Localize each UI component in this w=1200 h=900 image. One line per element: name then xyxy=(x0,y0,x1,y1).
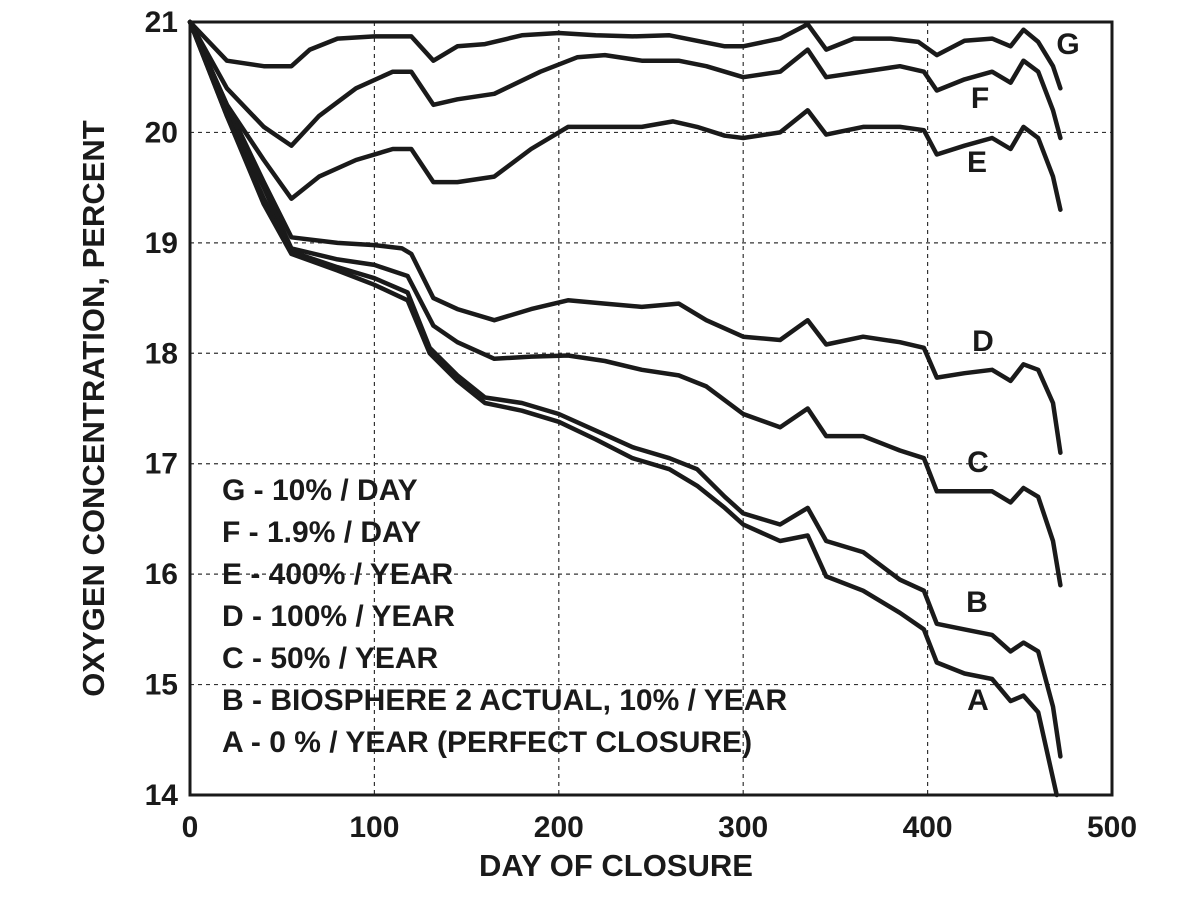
x-tick-label: 500 xyxy=(1087,811,1137,844)
y-axis-title: OXYGEN CONCENTRATION, PERCENT xyxy=(76,120,111,696)
series-line-g xyxy=(187,19,1063,91)
series-label-b: B xyxy=(966,586,988,619)
series-label-g: G xyxy=(1056,28,1079,61)
legend-entry: F - 1.9% / DAY xyxy=(222,516,421,549)
series-line-b xyxy=(187,19,1063,759)
legend-entry: D - 100% / YEAR xyxy=(222,600,455,633)
series-label-d: D xyxy=(972,325,994,358)
x-axis-title: DAY OF CLOSURE xyxy=(479,848,753,883)
series-label-c: C xyxy=(967,446,989,479)
x-tick-label: 100 xyxy=(349,811,399,844)
y-tick-label: 17 xyxy=(145,448,178,481)
series-label-a: A xyxy=(967,684,989,717)
legend-entry: G - 10% / DAY xyxy=(222,474,418,507)
x-tick-label: 0 xyxy=(182,811,199,844)
series-end-labels: G FE D C B A xyxy=(966,28,1080,717)
series-line-c xyxy=(187,19,1063,588)
legend: G - 10% / DAY F - 1.9% / DAY E - 400% / YE… xyxy=(222,474,787,759)
series-label-f: F xyxy=(971,82,989,115)
x-tick-label: 200 xyxy=(534,811,584,844)
y-tick-label: 18 xyxy=(145,337,178,370)
y-tick-labels: 14 15 16 17 18 19 20 21 xyxy=(145,6,179,812)
series-line-a xyxy=(187,19,1059,798)
y-tick-label: 14 xyxy=(145,779,179,812)
grid-lines xyxy=(190,22,1112,795)
plot-frame xyxy=(188,20,1114,797)
legend-entry: A - 0 % / YEAR (PERFECT CLOSURE) xyxy=(222,726,752,759)
series-line-e xyxy=(187,19,1063,212)
x-tick-label: 400 xyxy=(903,811,953,844)
y-tick-label: 16 xyxy=(145,558,178,591)
series-line-d xyxy=(187,19,1063,455)
legend-entry: C - 50% / YEAR xyxy=(222,642,439,675)
y-tick-label: 15 xyxy=(145,669,178,702)
y-tick-label: 21 xyxy=(145,6,178,39)
legend-entry: E - 400% / YEAR xyxy=(222,558,454,591)
y-tick-label: 19 xyxy=(145,227,178,260)
series-line-f xyxy=(187,19,1063,148)
series-label-e: E xyxy=(967,146,987,179)
y-tick-label: 20 xyxy=(145,116,178,149)
series-lines xyxy=(187,19,1063,798)
legend-entry: B - BIOSPHERE 2 ACTUAL, 10% / YEAR xyxy=(222,684,787,717)
x-tick-labels: 0 100 200 300 400 500 xyxy=(182,811,1137,844)
x-tick-label: 300 xyxy=(718,811,768,844)
